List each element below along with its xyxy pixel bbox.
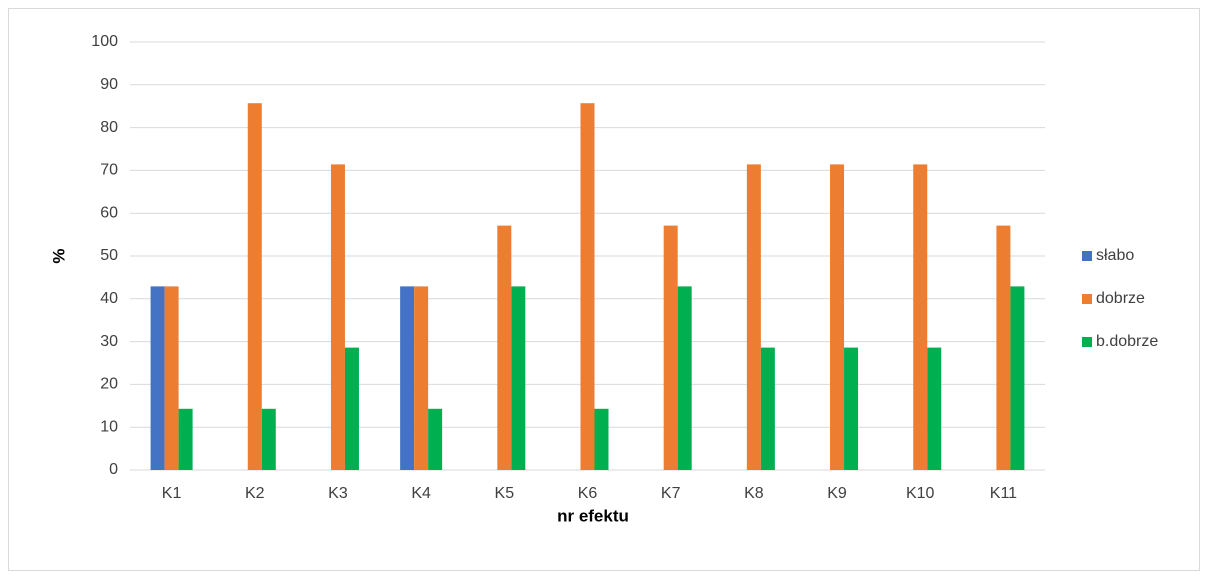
bar <box>428 408 443 470</box>
bar <box>760 347 775 470</box>
bar <box>330 164 345 470</box>
legend-label: b.dobrze <box>1096 333 1158 350</box>
legend-label: słabo <box>1096 247 1134 264</box>
bar <box>594 408 609 470</box>
bar <box>511 286 526 470</box>
y-tick-label: 30 <box>100 333 118 350</box>
bar <box>663 225 678 470</box>
y-tick-label: 0 <box>109 461 118 478</box>
bar <box>746 164 761 470</box>
bar <box>261 408 276 470</box>
bar <box>830 164 845 470</box>
bar <box>996 225 1011 470</box>
y-tick-label: 100 <box>91 33 118 50</box>
legend-swatch <box>1082 251 1092 261</box>
bar <box>1010 286 1025 470</box>
y-tick-label: 10 <box>100 418 118 435</box>
y-tick-label: 90 <box>100 76 118 93</box>
y-tick-label: 40 <box>100 290 118 307</box>
bar <box>927 347 942 470</box>
x-tick-label: K11 <box>990 485 1017 502</box>
bar <box>164 286 179 470</box>
x-tick-label: K5 <box>495 485 515 502</box>
x-tick-label: K2 <box>245 485 265 502</box>
x-tick-label: K3 <box>328 485 348 502</box>
bar <box>677 286 692 470</box>
x-tick-label: K7 <box>661 485 681 502</box>
bar <box>247 103 262 470</box>
bar <box>400 286 415 470</box>
x-tick-label: K8 <box>744 485 764 502</box>
x-tick-label: K4 <box>411 485 431 502</box>
bar <box>497 225 512 470</box>
bar <box>178 408 193 470</box>
y-axis-label: % <box>49 248 68 263</box>
x-tick-label: K10 <box>906 485 935 502</box>
y-tick-label: 80 <box>100 119 118 136</box>
legend-swatch <box>1082 294 1092 304</box>
bar <box>414 286 429 470</box>
legend-label: dobrze <box>1096 290 1145 307</box>
y-tick-label: 60 <box>100 204 118 221</box>
y-tick-label: 20 <box>100 376 118 393</box>
bar <box>913 164 928 470</box>
x-tick-label: K9 <box>827 485 847 502</box>
y-tick-label: 70 <box>100 162 118 179</box>
x-tick-label: K1 <box>162 485 182 502</box>
y-tick-label: 50 <box>100 247 118 264</box>
bar <box>150 286 165 470</box>
bar <box>580 103 595 470</box>
x-axis-label: nr efektu <box>557 506 629 525</box>
legend-swatch <box>1082 337 1092 347</box>
x-tick-label: K6 <box>578 485 598 502</box>
bar <box>344 347 359 470</box>
bar <box>844 347 859 470</box>
